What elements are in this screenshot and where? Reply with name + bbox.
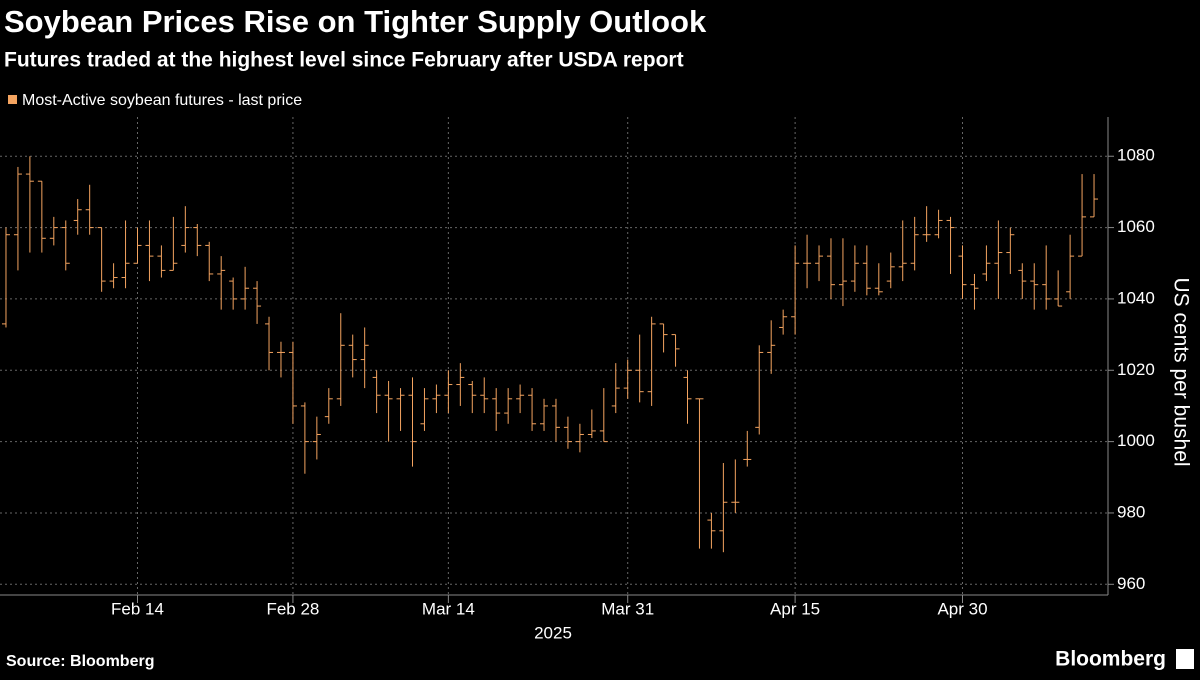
y-tick-label: 1020 bbox=[1117, 360, 1155, 379]
legend-swatch bbox=[8, 95, 17, 104]
x-tick-label: Apr 15 bbox=[770, 599, 820, 618]
y-tick-label: 1080 bbox=[1117, 146, 1155, 165]
x-tick-label: Feb 28 bbox=[266, 599, 319, 618]
y-axis-title: US cents per bushel bbox=[1169, 277, 1192, 466]
x-tick-label: Mar 31 bbox=[601, 599, 654, 618]
source: Source: Bloomberg bbox=[6, 653, 154, 670]
brand-icon bbox=[1176, 649, 1194, 669]
x-tick-label: Mar 14 bbox=[422, 599, 475, 618]
x-axis-year: 2025 bbox=[534, 623, 572, 642]
chart-title: Soybean Prices Rise on Tighter Supply Ou… bbox=[4, 4, 707, 39]
x-tick-label: Feb 14 bbox=[111, 599, 164, 618]
y-tick-label: 960 bbox=[1117, 574, 1145, 593]
legend-label: Most-Active soybean futures - last price bbox=[22, 92, 302, 109]
x-tick-label: Apr 30 bbox=[937, 599, 987, 618]
brand: Bloomberg bbox=[1055, 648, 1166, 671]
y-tick-label: 1040 bbox=[1117, 288, 1155, 307]
chart-subtitle: Futures traded at the highest level sinc… bbox=[4, 49, 684, 72]
y-tick-label: 1060 bbox=[1117, 217, 1155, 236]
y-tick-label: 980 bbox=[1117, 502, 1145, 521]
y-tick-label: 1000 bbox=[1117, 431, 1155, 450]
